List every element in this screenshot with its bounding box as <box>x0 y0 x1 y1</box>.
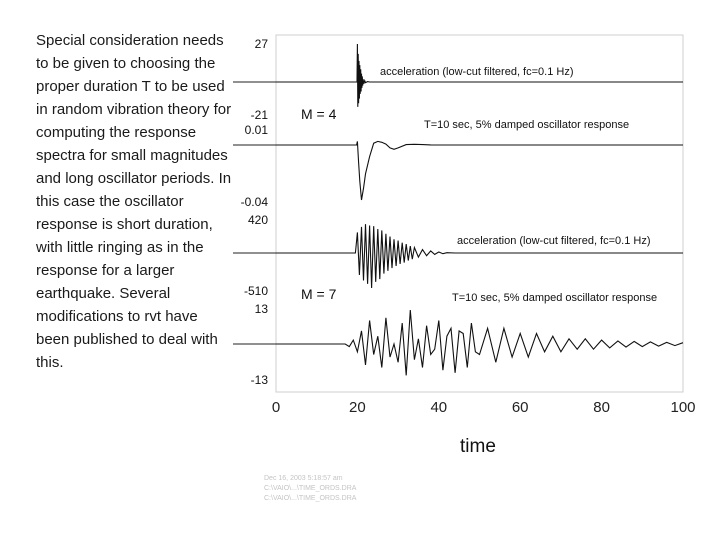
series-line-m7-acc <box>276 224 683 289</box>
x-tick-label: 60 <box>512 399 529 416</box>
footer-line: C:\VAIO\...\TIME_ORDS.DRA <box>264 495 357 502</box>
x-tick-label: 80 <box>593 399 610 416</box>
panel-annotation: T=10 sec, 5% damped oscillator response <box>452 292 657 304</box>
y-min-label: -13 <box>251 373 269 387</box>
y-max-label: 27 <box>255 37 269 51</box>
y-max-label: 0.01 <box>245 123 269 137</box>
series-line-m4-osc <box>276 140 683 201</box>
panel-annotation: acceleration (low-cut filtered, fc=0.1 H… <box>457 235 651 247</box>
footer-line: Dec 16, 2003 5:18:57 am <box>264 475 343 482</box>
series-line-m7-osc <box>276 309 684 376</box>
file-footer: Dec 16, 2003 5:18:57 am C:\VAIO\...\TIME… <box>264 474 356 504</box>
panel-m4-osc: 0.01 -0.04 T=10 sec, 5% damped oscillator … <box>233 119 683 209</box>
panel-m7-osc: 13 -13 T=10 sec, 5% damped oscillator resp… <box>233 292 684 387</box>
y-max-label: 13 <box>255 302 269 316</box>
chart-panels: 27 -21 acceleration (low-cut filtered, fc=… <box>233 37 684 387</box>
panel-m4-acc: 27 -21 acceleration (low-cut filtered, fc=… <box>233 37 683 122</box>
y-min-label: -510 <box>244 284 268 298</box>
footer-line: C:\VAIO\...\TIME_ORDS.DRA <box>264 485 357 492</box>
y-min-label: -0.04 <box>241 195 269 209</box>
chart-frame <box>275 34 684 393</box>
magnitude-label: M = 4 <box>301 106 337 122</box>
panel-annotation: acceleration (low-cut filtered, fc=0.1 H… <box>380 66 574 78</box>
slide-body-text: Special consideration needs to be given … <box>36 32 232 371</box>
panel-annotation: T=10 sec, 5% damped oscillator response <box>424 119 629 131</box>
x-axis-label: time <box>460 436 496 457</box>
magnitude-label: M = 7 <box>301 286 337 302</box>
x-tick-label: 100 <box>670 399 695 416</box>
x-tick-label: 20 <box>349 399 366 416</box>
y-min-label: -21 <box>251 108 269 122</box>
y-max-label: 420 <box>248 213 268 227</box>
x-tick-label: 0 <box>272 399 280 416</box>
series-line-m4-acc <box>276 43 683 107</box>
x-axis-ticks: 0 20 40 60 80 100 <box>272 399 696 416</box>
x-tick-label: 40 <box>430 399 447 416</box>
panel-m7-acc: 420 -510 acceleration (low-cut filtered, f… <box>233 213 683 302</box>
